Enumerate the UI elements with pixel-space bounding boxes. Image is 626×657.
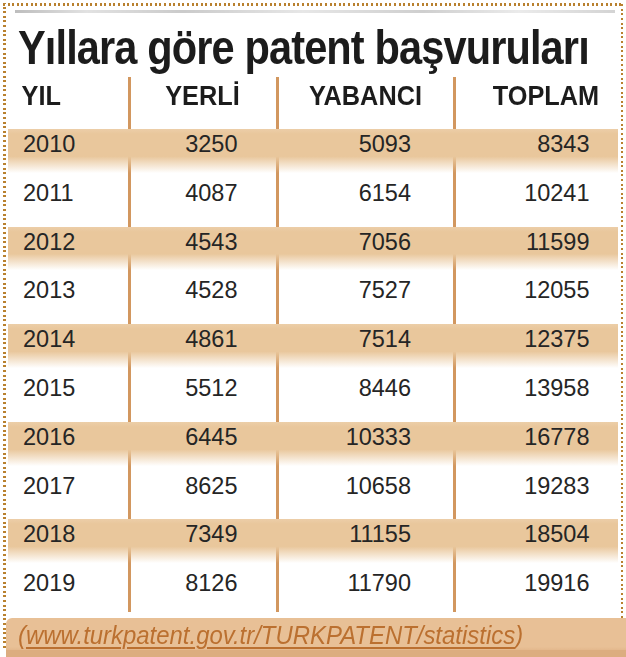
column-header-yil: YIL	[9, 81, 132, 110]
cell-toplam: 18504	[440, 519, 590, 549]
cell-yabanci: 7056	[261, 227, 411, 257]
cell-yerli: 4861	[88, 324, 238, 354]
cell-year: 2014	[23, 324, 75, 354]
table-row: 2016 6445 10333 16778	[8, 422, 618, 471]
cell-year: 2015	[23, 373, 75, 403]
source-link-close-paren: )	[515, 620, 523, 650]
cell-toplam: 8343	[440, 129, 590, 159]
cell-toplam: 13958	[440, 373, 590, 403]
cell-year: 2012	[23, 227, 75, 257]
cell-year: 2018	[23, 519, 75, 549]
bottom-strip	[6, 650, 626, 657]
page-title: Yıllara göre patent başvuruları	[18, 24, 589, 72]
table-body: 2010 3250 5093 8343 2011 4087 6154 10241 2012 454…	[8, 129, 618, 617]
patent-table-infographic: Yıllara göre patent başvuruları YIL YERL…	[0, 0, 626, 657]
table-row: 2011 4087 6154 10241	[8, 178, 618, 227]
column-header-yerli: YERLİ	[134, 81, 271, 110]
table-row: 2017 8625 10658 19283	[8, 471, 618, 520]
cell-year: 2019	[23, 568, 75, 598]
cell-yabanci: 8446	[261, 373, 411, 403]
cell-year: 2011	[23, 178, 74, 208]
table-row: 2010 3250 5093 8343	[8, 129, 618, 178]
dotted-border-top	[3, 3, 623, 6]
column-header-toplam: TOPLAM	[461, 81, 626, 110]
table-row: 2013 4528 7527 12055	[8, 275, 618, 324]
table-row: 2018 7349 11155 18504	[8, 519, 618, 568]
cell-year: 2016	[23, 422, 75, 452]
cell-yabanci: 6154	[261, 178, 411, 208]
cell-yabanci: 11790	[261, 568, 411, 598]
cell-yabanci: 10658	[261, 471, 411, 501]
cell-toplam: 19283	[440, 471, 590, 501]
cell-yerli: 3250	[88, 129, 238, 159]
cell-yerli: 7349	[88, 519, 238, 549]
cell-yerli: 4528	[88, 275, 238, 305]
cell-year: 2010	[23, 129, 75, 159]
cell-yerli: 4087	[88, 178, 238, 208]
cell-year: 2017	[23, 471, 75, 501]
cell-yabanci: 7514	[261, 324, 411, 354]
dotted-border-left	[3, 3, 6, 648]
source-link-url: www.turkpatent.gov.tr/TURKPATENT/statist…	[26, 620, 515, 650]
source-bar: (www.turkpatent.gov.tr/TURKPATENT/statis…	[6, 618, 626, 657]
crop-artifact-line	[15, 10, 615, 13]
cell-yabanci: 11155	[261, 519, 411, 549]
source-link[interactable]: (www.turkpatent.gov.tr/TURKPATENT/statis…	[18, 621, 523, 650]
table-row: 2012 4543 7056 11599	[8, 227, 618, 276]
cell-toplam: 19916	[440, 568, 590, 598]
cell-toplam: 10241	[440, 178, 590, 208]
column-header-yabanci: YABANCI	[284, 81, 447, 110]
cell-yerli: 6445	[88, 422, 238, 452]
cell-toplam: 12375	[440, 324, 590, 354]
table-row: 2014 4861 7514 12375	[8, 324, 618, 373]
cell-yabanci: 10333	[261, 422, 411, 452]
cell-yerli: 5512	[88, 373, 238, 403]
cell-yerli: 8126	[88, 568, 238, 598]
cell-yerli: 8625	[88, 471, 238, 501]
table-row: 2015 5512 8446 13958	[8, 373, 618, 422]
source-link-open-paren: (	[18, 620, 26, 650]
cell-yabanci: 5093	[261, 129, 411, 159]
cell-yabanci: 7527	[261, 275, 411, 305]
cell-yerli: 4543	[88, 227, 238, 257]
cell-year: 2013	[23, 275, 75, 305]
cell-toplam: 16778	[440, 422, 590, 452]
cell-toplam: 12055	[440, 275, 590, 305]
cell-toplam: 11599	[440, 227, 590, 257]
table-row: 2019 8126 11790 19916	[8, 568, 618, 617]
